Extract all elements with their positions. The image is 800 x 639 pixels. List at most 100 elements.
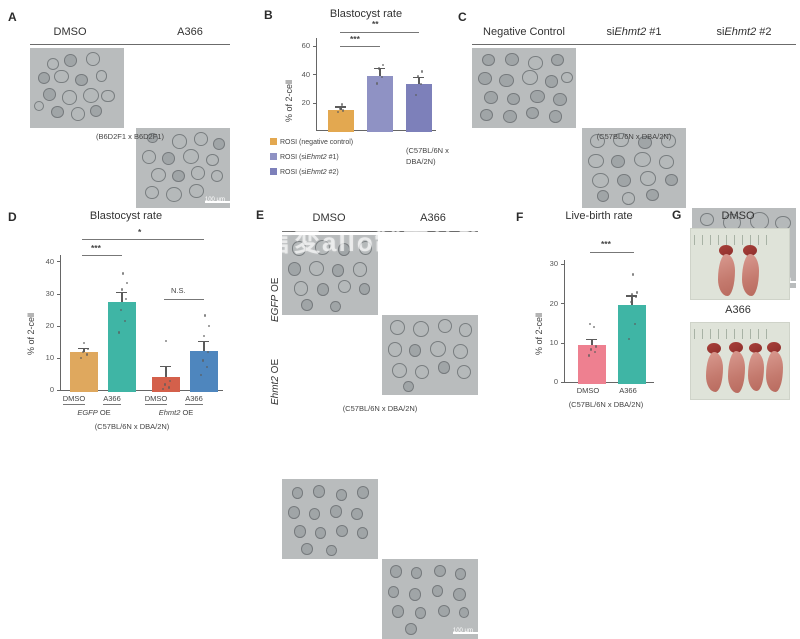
error-bar <box>631 296 633 305</box>
data-point <box>595 345 598 348</box>
legend-label-gene: Ehmt2 <box>306 154 327 161</box>
legend-label-gene: Ehmt2 <box>306 169 327 176</box>
data-point <box>118 331 121 334</box>
panel-a: A DMSO A366 <box>0 0 258 208</box>
cell-cluster <box>282 479 378 559</box>
panel-b-letter: B <box>264 8 273 22</box>
significance-label: N.S. <box>171 286 186 295</box>
embryo-body <box>742 254 759 296</box>
panel-f-ylabel: % of 2-cell <box>534 312 544 355</box>
label-post: #1 <box>646 26 662 38</box>
cell-cluster <box>282 235 378 315</box>
panel-f-plot: 0 10 20 30 *** <box>550 239 656 386</box>
error-cap <box>626 295 637 297</box>
significance-line <box>164 299 204 300</box>
panel-e-divider <box>282 231 478 232</box>
error-cap <box>413 76 424 79</box>
panel-e-row-label-0: EGFP OE <box>270 278 281 322</box>
significance-label: ** <box>372 19 379 29</box>
bar-rosi-negative-control <box>328 110 354 132</box>
group-gene: Ehmt2 <box>158 408 181 417</box>
panel-f: F Live-birth rate % of 2-cell 0 10 20 30 <box>510 200 668 436</box>
legend-label-post: #1) <box>326 154 339 161</box>
legend-label-post: #2) <box>326 169 339 176</box>
panel-a-caption: (B6D2F1 x B6D2F1) <box>96 132 164 141</box>
significance-line <box>340 32 419 33</box>
cell-cluster <box>136 128 230 208</box>
data-point <box>382 63 385 67</box>
panel-c: C Negative Control siEhmt2 #1 siEhmt2 #2 <box>456 0 800 288</box>
panel-e: E DMSO A366 EGFP OE Ehmt2 OE <box>244 200 510 639</box>
data-point <box>208 324 211 328</box>
y-tick <box>561 342 564 344</box>
data-point <box>376 82 379 85</box>
panel-a-letter: A <box>8 10 17 24</box>
xlabel-text: DMSO <box>144 394 168 405</box>
panel-d-ylabel: % of 2-cell <box>26 312 36 355</box>
panel-d: D Blastocyst rate % of 2-cell 0 10 20 30… <box>0 200 244 436</box>
panel-g-image-0-label: DMSO <box>721 210 755 222</box>
error-bar <box>83 349 85 353</box>
data-point <box>125 298 128 301</box>
panel-c-divider <box>472 44 796 45</box>
row-suffix: OE <box>270 277 281 295</box>
legend-item-1: ROSI (siEhmt2 #1) <box>270 153 339 161</box>
data-point <box>591 342 594 345</box>
panel-a-divider <box>30 44 230 45</box>
y-tick <box>57 357 60 359</box>
data-point <box>207 351 210 354</box>
label-post: #2 <box>756 26 772 38</box>
bar-egfp-a366 <box>108 302 136 392</box>
legend-swatch <box>270 138 277 145</box>
panel-f-caption: (C57BL/6N x DBA/2N) <box>568 400 644 409</box>
panel-e-caption: (C57BL/6N x DBA/2N) <box>342 404 418 413</box>
data-point <box>630 300 633 304</box>
data-point <box>120 308 123 311</box>
label-pre: si <box>606 26 615 38</box>
y-tick-label: 0 <box>553 377 558 386</box>
bar-a366 <box>618 304 646 384</box>
panel-d-letter: D <box>8 210 17 224</box>
panel-d-xlabel-1: A366 <box>92 394 132 405</box>
scale-bar: 100 μm <box>452 628 478 634</box>
significance-line <box>82 239 204 240</box>
data-point <box>339 107 342 110</box>
data-point <box>121 288 124 291</box>
data-point <box>164 383 167 386</box>
row-suffix: OE <box>270 358 281 377</box>
label-pre: si <box>716 26 725 38</box>
error-cap <box>78 347 89 350</box>
significance-label: *** <box>350 34 360 44</box>
data-point <box>165 339 168 342</box>
error-cap <box>586 338 597 340</box>
data-point <box>204 314 207 317</box>
scale-bar-line <box>204 201 230 203</box>
panel-d-xlabel-2: DMSO <box>136 394 176 405</box>
cell-cluster <box>582 128 686 208</box>
x-axis <box>564 382 654 383</box>
data-point <box>588 354 591 357</box>
panel-b-title: Blastocyst rate <box>329 8 403 20</box>
y-tick-label: 20 <box>301 98 310 107</box>
y-axis <box>564 260 565 382</box>
error-cap <box>116 291 127 293</box>
cell-cluster <box>382 315 478 395</box>
bar-dmso <box>578 344 606 384</box>
embryo-head <box>767 342 781 353</box>
y-tick-label: 20 <box>549 298 558 308</box>
data-point <box>82 351 85 354</box>
embryo-head <box>743 245 757 256</box>
error-bar <box>203 342 205 351</box>
significance-label: * <box>138 227 142 237</box>
error-cap <box>335 106 346 108</box>
error-bar <box>418 78 420 85</box>
row-gene: EGFP <box>270 294 281 322</box>
bar-egfp-dmso <box>70 352 98 392</box>
y-tick-label: 40 <box>301 69 310 79</box>
data-point <box>590 348 593 351</box>
significance-line <box>82 255 122 256</box>
data-point <box>415 93 418 96</box>
panel-e-micrograph-ehmt2-dmso <box>282 479 378 559</box>
data-point <box>206 365 209 368</box>
panel-g: G DMSO A366 <box>668 200 800 436</box>
